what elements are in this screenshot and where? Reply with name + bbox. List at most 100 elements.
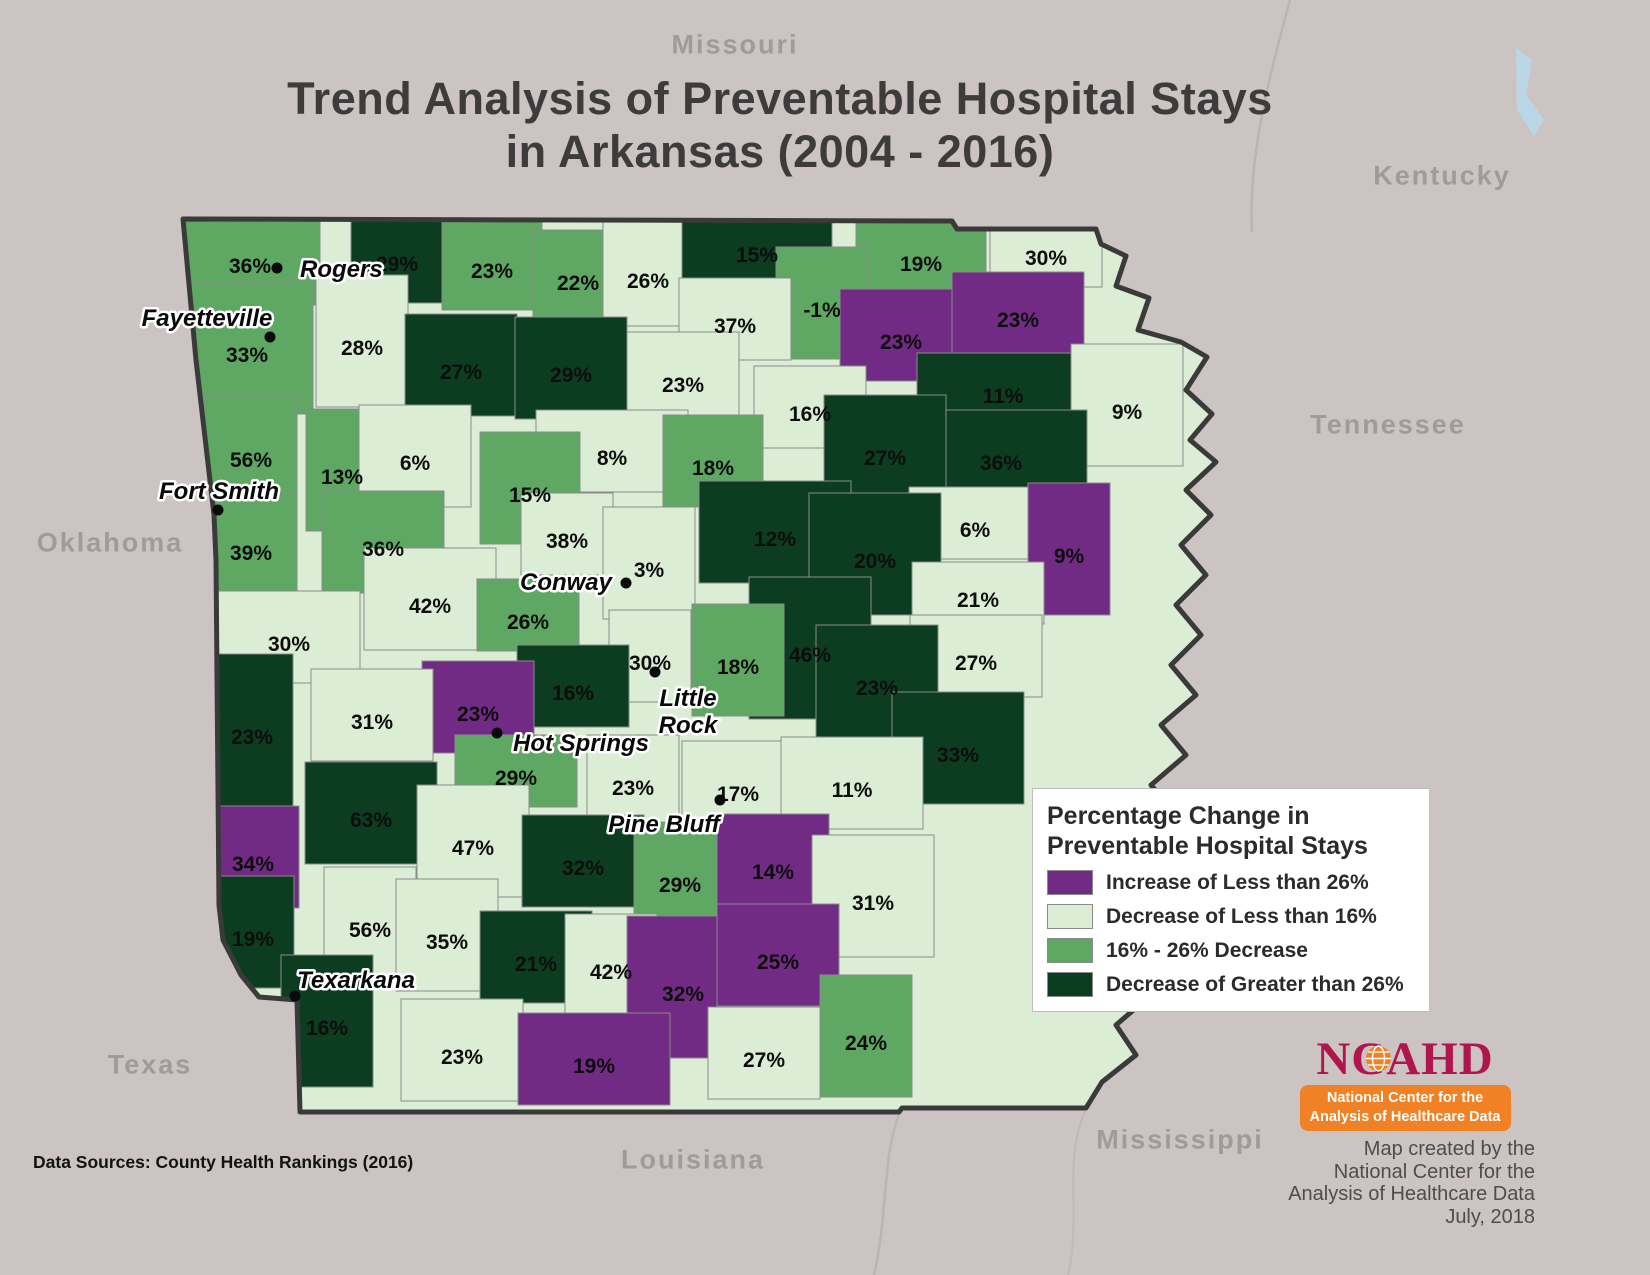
legend-label-decrease-gt26: Decrease of Greater than 26% (1106, 972, 1404, 996)
county-value-label: 20% (854, 550, 896, 573)
county-value-label: 38% (546, 530, 588, 553)
city-dot (649, 666, 661, 678)
county-value-label: 56% (230, 449, 272, 472)
state-line-south (1067, 1109, 1087, 1275)
county-value-label: 37% (714, 315, 756, 338)
legend-title-line1: Percentage Change in (1047, 802, 1310, 830)
lake-shape (1516, 48, 1544, 136)
county-shape (951, 271, 1085, 355)
county-value-label: 34% (232, 853, 274, 876)
ncahd-logo-text: NCAHD (1316, 1033, 1494, 1085)
city-dot (714, 794, 726, 806)
county-value-label: -1% (803, 299, 841, 322)
county-shape (691, 603, 785, 717)
county-value-label: 42% (409, 595, 451, 618)
county-value-label: 21% (515, 953, 557, 976)
county-value-label: 24% (845, 1032, 887, 1055)
county-shape (911, 561, 1045, 625)
county-shape (602, 221, 694, 327)
county-shape (521, 814, 645, 908)
county-value-label: 33% (226, 344, 268, 367)
county-value-label: 14% (752, 861, 794, 884)
county-shape (626, 331, 740, 425)
county-shape (716, 813, 830, 917)
city-dot (620, 577, 632, 589)
city-dot (289, 990, 301, 1002)
county-shape (602, 506, 696, 620)
ncahd-banner-line1: National Center for the (1326, 1090, 1484, 1106)
county-shape (210, 653, 294, 807)
city-dot (491, 727, 503, 739)
county-value-label: 32% (562, 857, 604, 880)
county-value-label: 39% (230, 542, 272, 565)
county-value-label: 23% (471, 260, 513, 283)
county-value-label: 46% (789, 644, 831, 667)
city-label-layer: Rogers Fayetteville Fort Smith Conway Little… (139, 254, 726, 1002)
county-value-label: 31% (852, 892, 894, 915)
county-label-layer: 36% 29% 23% 22% 26% 15% 19% 30% -1% 23% 23% 37% 33% 2… (226, 244, 1143, 1078)
city-label: Texarkana (297, 967, 415, 994)
city-label: Conway (520, 569, 614, 596)
city-label: Rogers (300, 256, 383, 283)
county-value-label: 56% (349, 919, 391, 942)
globe-icon (1366, 1045, 1392, 1072)
ncahd-brand-block: NCAHD National Center for the Analysis o… (1275, 1036, 1535, 1131)
county-value-label: 23% (612, 777, 654, 800)
state-label-mississippi: Mississippi (1096, 1124, 1264, 1155)
legend-row-increase: Increase of Less than 26% (1047, 870, 1415, 895)
county-value-label: 19% (573, 1055, 615, 1078)
county-value-label: 23% (231, 726, 273, 749)
county-shape (707, 1006, 821, 1100)
county-shape (358, 404, 472, 508)
attribution-line4: July, 2018 (1445, 1205, 1535, 1228)
county-value-label: 18% (717, 656, 759, 679)
county-shape (1070, 343, 1184, 467)
county-value-label: 16% (789, 403, 831, 426)
county-shape (310, 668, 434, 762)
county-value-label: 11% (832, 779, 873, 802)
county-shape (514, 316, 628, 420)
ncahd-logo: NCAHD (1316, 1036, 1493, 1083)
county-value-label: 9% (1112, 401, 1143, 424)
county-layer (183, 219, 1216, 1112)
county-value-label: 17% (717, 783, 759, 806)
county-value-label: 32% (662, 983, 704, 1006)
city-dot (271, 262, 283, 274)
county-value-label: 63% (350, 809, 392, 832)
ncahd-banner-line2: Analysis of Healthcare Data (1309, 1108, 1501, 1125)
county-value-label: 30% (629, 652, 671, 675)
state-label-missouri: Missouri (671, 29, 799, 60)
county-value-label: 42% (590, 961, 632, 984)
legend-row-decrease-gt26: Decrease of Greater than 26% (1047, 972, 1415, 997)
county-value-label: 27% (743, 1049, 785, 1072)
county-value-label: 8% (597, 447, 628, 470)
city-label: Fayetteville (142, 305, 273, 332)
county-shape (416, 784, 530, 898)
county-value-label: 21% (957, 589, 999, 612)
county-value-label: 29% (376, 253, 418, 276)
attribution-text: Map created by the National Center for t… (1215, 1138, 1535, 1228)
county-value-label: 27% (440, 361, 482, 384)
city-label: Pine Bluff (608, 811, 722, 838)
city-dot (212, 504, 224, 516)
county-value-label: 23% (441, 1046, 483, 1069)
county-shape (315, 274, 409, 408)
river-line-south (872, 1113, 901, 1275)
county-shape (586, 734, 680, 828)
county-value-label: 16% (552, 682, 594, 705)
county-value-label: 23% (856, 677, 898, 700)
river-line-north (1250, 0, 1292, 233)
legend-label-decrease-16-26: 16% - 26% Decrease (1106, 938, 1308, 962)
legend-title-line2: Preventable Hospital Stays (1047, 832, 1368, 860)
attribution-line1: Map created by the (1363, 1138, 1535, 1160)
city-label: Little Rock (659, 685, 719, 739)
county-value-label: 15% (509, 484, 551, 507)
county-value-label: 27% (864, 447, 906, 470)
county-shape (517, 1012, 671, 1106)
county-value-label: 19% (232, 928, 274, 951)
county-shape (404, 313, 518, 417)
county-shape (476, 578, 580, 652)
legend-swatch-decrease-lt16 (1047, 904, 1093, 929)
